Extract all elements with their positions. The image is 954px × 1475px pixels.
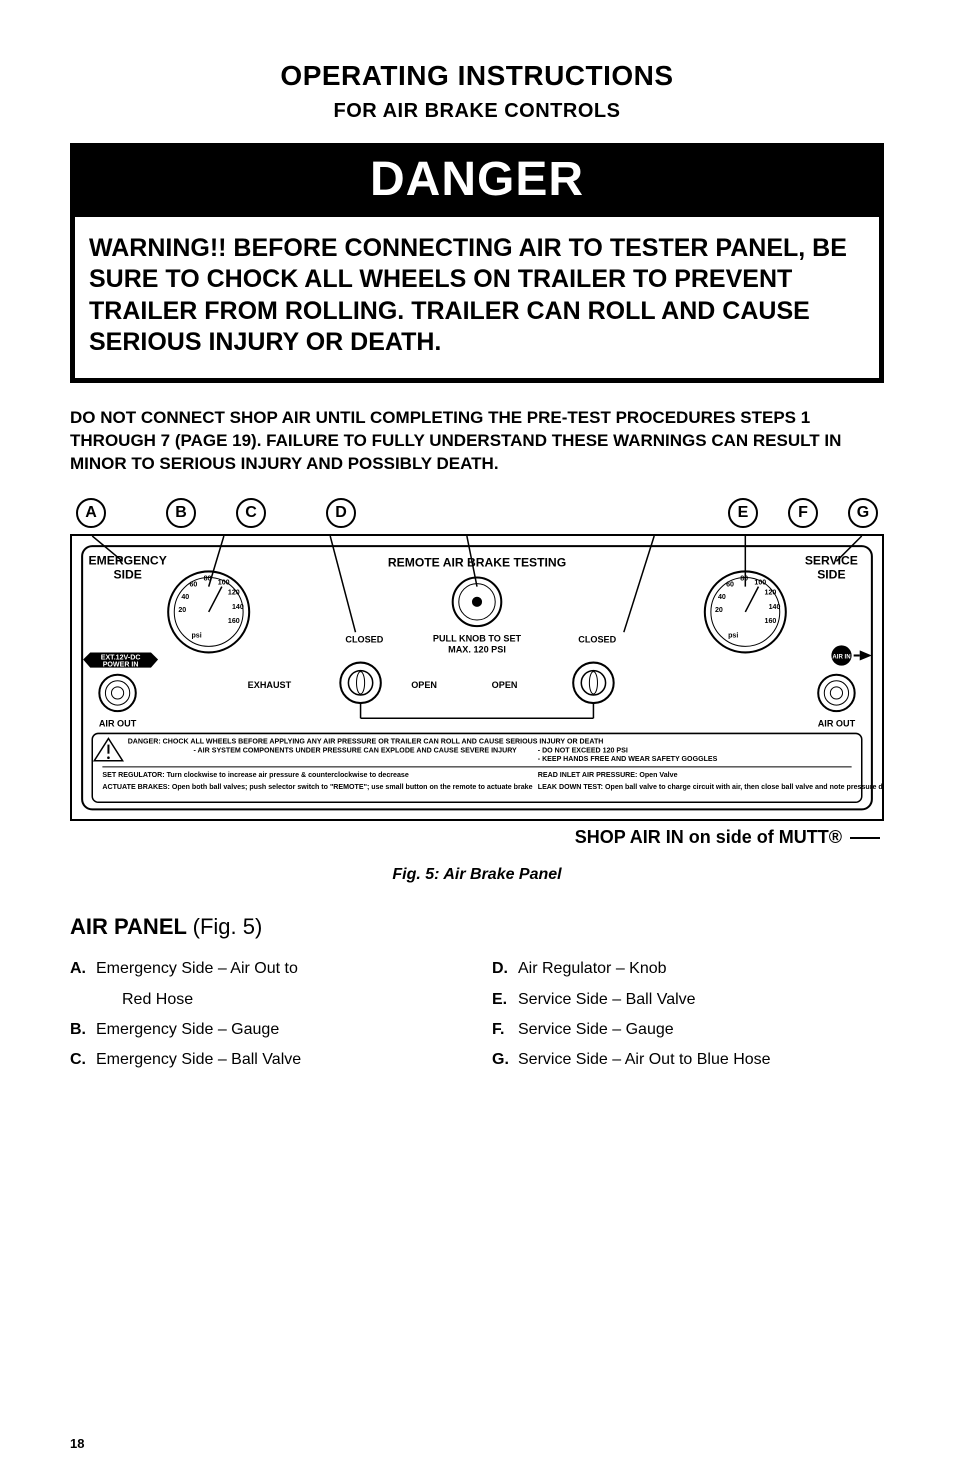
service-label: SERVICE [805, 553, 858, 567]
danger-sub1: - AIR SYSTEM COMPONENTS UNDER PRESSURE C… [194, 746, 518, 754]
shop-air-leader-line [850, 837, 880, 839]
callout-g: G [848, 498, 878, 528]
air-brake-panel-figure: A B C D E F G EMERGENCY SIDE REMOTE AIR … [70, 498, 884, 849]
callout-e: E [728, 498, 758, 528]
air-panel-heading: AIR PANEL (Fig. 5) [70, 914, 884, 940]
list-item: B. Emergency Side – Gauge [70, 1015, 462, 1045]
svg-text:60: 60 [189, 580, 197, 588]
air-out-left-label: AIR OUT [99, 718, 137, 728]
figure-caption: Fig. 5: Air Brake Panel [70, 866, 884, 884]
air-panel-heading-text: AIR PANEL [70, 914, 187, 939]
svg-text:40: 40 [718, 593, 726, 601]
pull-knob-label-2: MAX. 120 PSI [448, 644, 506, 654]
pull-knob-label-1: PULL KNOB TO SET [433, 633, 522, 643]
emergency-ball-valve [340, 662, 381, 703]
svg-text:20: 20 [178, 606, 186, 614]
page-title-sub: FOR AIR BRAKE CONTROLS [70, 100, 884, 123]
svg-text:AIR IN: AIR IN [832, 654, 850, 660]
svg-text:60: 60 [726, 580, 734, 588]
list-item: A. Emergency Side – Air Out to Red Hose [70, 954, 462, 1015]
svg-text:80: 80 [740, 574, 748, 582]
callout-c: C [236, 498, 266, 528]
danger-box: DANGER WARNING!! BEFORE CONNECTING AIR T… [70, 143, 884, 383]
shop-air-caption: SHOP AIR IN on side of MUTT® [575, 827, 842, 848]
item-letter: B. [70, 1015, 96, 1045]
inst-read: READ INLET AIR PRESSURE: Open Valve [538, 771, 678, 779]
service-air-out [818, 675, 854, 711]
closed-label-c: CLOSED [345, 634, 383, 644]
svg-text:80: 80 [204, 574, 212, 582]
callout-b: B [166, 498, 196, 528]
air-panel-list-right: D. Air Regulator – Knob E. Service Side … [492, 954, 884, 1076]
air-in-badge: AIR IN [831, 645, 872, 665]
danger-sub3: - KEEP HANDS FREE AND WEAR SAFETY GOGGLE… [538, 755, 718, 763]
svg-text:160: 160 [228, 617, 240, 625]
emergency-gauge: 20 40 60 80 100 120 140 160 psi [168, 571, 249, 652]
open-label-e: OPEN [492, 680, 518, 690]
svg-text:140: 140 [769, 603, 781, 611]
item-text-cont: Red Hose [96, 985, 462, 1015]
danger-line: DANGER: CHOCK ALL WHEELS BEFORE APPLYING… [128, 737, 604, 745]
svg-text:160: 160 [765, 617, 777, 625]
panel-title: REMOTE AIR BRAKE TESTING [388, 555, 566, 569]
item-letter: D. [492, 954, 518, 984]
page-number: 18 [70, 1436, 84, 1451]
air-panel-list: A. Emergency Side – Air Out to Red Hose … [70, 954, 884, 1076]
air-panel-heading-ref: (Fig. 5) [193, 914, 263, 939]
warning-paragraph: DO NOT CONNECT SHOP AIR UNTIL COMPLETING… [70, 407, 884, 476]
svg-text:40: 40 [181, 593, 189, 601]
item-letter: E. [492, 985, 518, 1015]
service-ball-valve [573, 662, 614, 703]
item-text: Emergency Side – Gauge [96, 1015, 462, 1045]
danger-sub2: - DO NOT EXCEED 120 PSI [538, 746, 628, 754]
open-label-c: OPEN [411, 680, 437, 690]
svg-text:120: 120 [228, 589, 240, 597]
list-item: E. Service Side – Ball Valve [492, 985, 884, 1015]
item-text: Emergency Side – Ball Valve [96, 1045, 462, 1075]
item-letter: G. [492, 1045, 518, 1075]
item-text: Air Regulator – Knob [518, 954, 884, 984]
panel-svg: EMERGENCY SIDE REMOTE AIR BRAKE TESTING … [70, 534, 884, 822]
svg-text:100: 100 [218, 578, 230, 586]
ext-power-badge: EXT.12V-DC POWER IN [83, 652, 158, 668]
danger-body-text: WARNING!! BEFORE CONNECTING AIR TO TESTE… [75, 217, 879, 378]
air-out-right-label: AIR OUT [818, 718, 856, 728]
item-letter: A. [70, 954, 96, 1015]
list-item: D. Air Regulator – Knob [492, 954, 884, 984]
danger-header: DANGER [75, 148, 879, 217]
svg-text:psi: psi [191, 631, 201, 639]
callout-d: D [326, 498, 356, 528]
callout-f: F [788, 498, 818, 528]
shop-air-caption-row: SHOP AIR IN on side of MUTT® [70, 827, 884, 848]
item-text: Service Side – Air Out to Blue Hose [518, 1045, 884, 1075]
list-item: C. Emergency Side – Ball Valve [70, 1045, 462, 1075]
svg-text:psi: psi [728, 631, 738, 639]
item-letter: F. [492, 1015, 518, 1045]
inst-set-regulator: SET REGULATOR: Turn clockwise to increas… [102, 771, 408, 779]
emergency-label: EMERGENCY [89, 553, 167, 567]
svg-text:120: 120 [765, 589, 777, 597]
list-item: F. Service Side – Gauge [492, 1015, 884, 1045]
inst-actuate: ACTUATE BRAKES: Open both ball valves; p… [102, 783, 532, 791]
list-item: G. Service Side – Air Out to Blue Hose [492, 1045, 884, 1075]
svg-text:140: 140 [232, 603, 244, 611]
callout-a: A [76, 498, 106, 528]
air-panel-list-left: A. Emergency Side – Air Out to Red Hose … [70, 954, 462, 1076]
svg-text:100: 100 [754, 578, 766, 586]
item-text: Service Side – Ball Valve [518, 985, 884, 1015]
item-text: Service Side – Gauge [518, 1015, 884, 1045]
service-side-label: SIDE [817, 567, 845, 581]
exhaust-label: EXHAUST [248, 680, 292, 690]
callout-row: A B C D E F G [70, 498, 884, 528]
item-letter: C. [70, 1045, 96, 1075]
emergency-side-label: SIDE [114, 567, 142, 581]
page-title-main: OPERATING INSTRUCTIONS [70, 60, 884, 92]
closed-label-e: CLOSED [578, 634, 616, 644]
svg-text:20: 20 [715, 606, 723, 614]
item-text: Emergency Side – Air Out to [96, 960, 298, 977]
inst-leak: LEAK DOWN TEST: Open ball valve to charg… [538, 783, 884, 791]
svg-text:POWER IN: POWER IN [103, 660, 139, 668]
emergency-air-out [99, 675, 135, 711]
